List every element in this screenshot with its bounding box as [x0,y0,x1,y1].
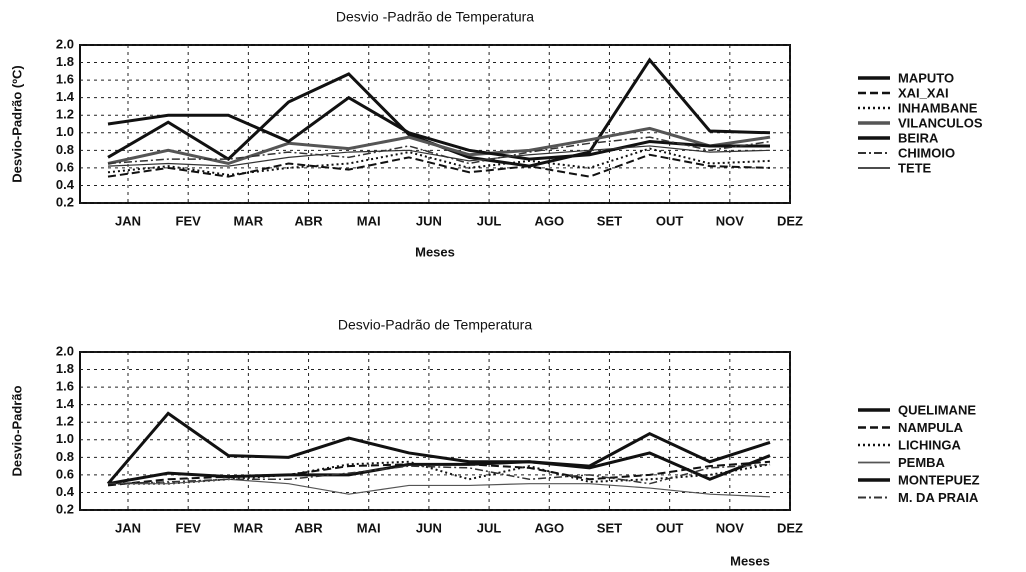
legend-label: MAPUTO [898,70,954,85]
legend-label: TETE [898,160,932,175]
plot-frame [79,351,791,511]
legend-label: MONTEPUEZ [898,472,980,487]
series-line [107,95,770,161]
x-tick-label: OUT [656,213,684,228]
y-tick-label: 1.6 [56,379,74,394]
y-tick-label: 1.2 [56,414,74,429]
legend-label: CHIMOIO [898,145,955,160]
y-tick-label: 0.2 [56,501,74,516]
x-axis-label: Meses [415,244,455,259]
series-line [107,145,771,167]
legend-label: M. DA PRAIA [898,490,979,505]
x-tick-label: JUL [477,520,502,535]
x-tick-label: ABR [294,520,323,535]
x-tick-label: JUN [416,520,442,535]
y-tick-label: 1.8 [56,54,74,69]
x-tick-label: SET [597,520,622,535]
series-line [108,478,771,498]
series-line [107,147,771,176]
y-tick-label: 2.0 [56,343,74,358]
series-line [106,411,771,485]
y-tick-label: 1.4 [56,396,75,411]
legend-label: BEIRA [898,130,939,145]
x-axis-label: Meses [730,553,770,568]
x-tick-label: FEV [176,520,202,535]
x-tick-label: MAI [357,213,381,228]
y-tick-label: 1.4 [56,89,75,104]
x-tick-label: JAN [115,213,141,228]
x-tick-label: NOV [716,520,745,535]
x-tick-label: AGO [534,213,564,228]
y-axis-label: Desvio-Padrão [9,385,24,476]
plot-frame [79,44,791,204]
y-tick-label: 2.0 [56,36,74,51]
x-tick-label: JAN [115,520,141,535]
x-tick-label: JUN [416,213,442,228]
y-tick-label: 0.6 [56,466,74,481]
y-tick-label: 0.4 [56,484,75,499]
y-tick-label: 0.8 [56,449,74,464]
x-tick-label: MAR [234,213,264,228]
series-line [107,451,771,486]
legend-label: PEMBA [898,455,946,470]
series-line [107,153,771,178]
chart-title: Desvio-Padrão de Temperatura [338,317,533,333]
series-line [107,463,771,485]
y-tick-label: 1.6 [56,72,74,87]
x-tick-label: MAR [234,520,264,535]
x-tick-label: OUT [656,520,684,535]
x-tick-label: FEV [176,213,202,228]
x-tick-label: DEZ [777,520,803,535]
y-tick-label: 1.8 [56,361,74,376]
legend-label: LICHINGA [898,437,961,452]
chart-title: Desvio -Padrão de Temperatura [336,9,534,25]
series-line [107,126,771,166]
x-tick-label: ABR [294,213,323,228]
x-tick-label: DEZ [777,213,803,228]
y-tick-label: 1.0 [56,124,74,139]
x-tick-label: AGO [534,520,564,535]
y-tick-label: 1.2 [56,107,74,122]
y-tick-label: 0.2 [56,194,74,209]
y-tick-label: 0.6 [56,159,74,174]
y-axis-label: Desvio-Padrão (ºC) [9,65,24,182]
x-tick-label: SET [597,213,622,228]
legend-label: VILANCULOS [898,115,983,130]
y-tick-label: 1.0 [56,431,74,446]
x-tick-label: NOV [716,213,745,228]
legend-label: XAI_XAI [898,85,949,100]
legend-label: QUELIMANE [898,402,976,417]
x-tick-label: JUL [477,213,502,228]
y-tick-label: 0.4 [56,177,75,192]
legend-label: NAMPULA [898,420,964,435]
y-tick-label: 0.8 [56,142,74,157]
legend-label: INHAMBANE [898,100,978,115]
x-tick-label: MAI [357,520,381,535]
